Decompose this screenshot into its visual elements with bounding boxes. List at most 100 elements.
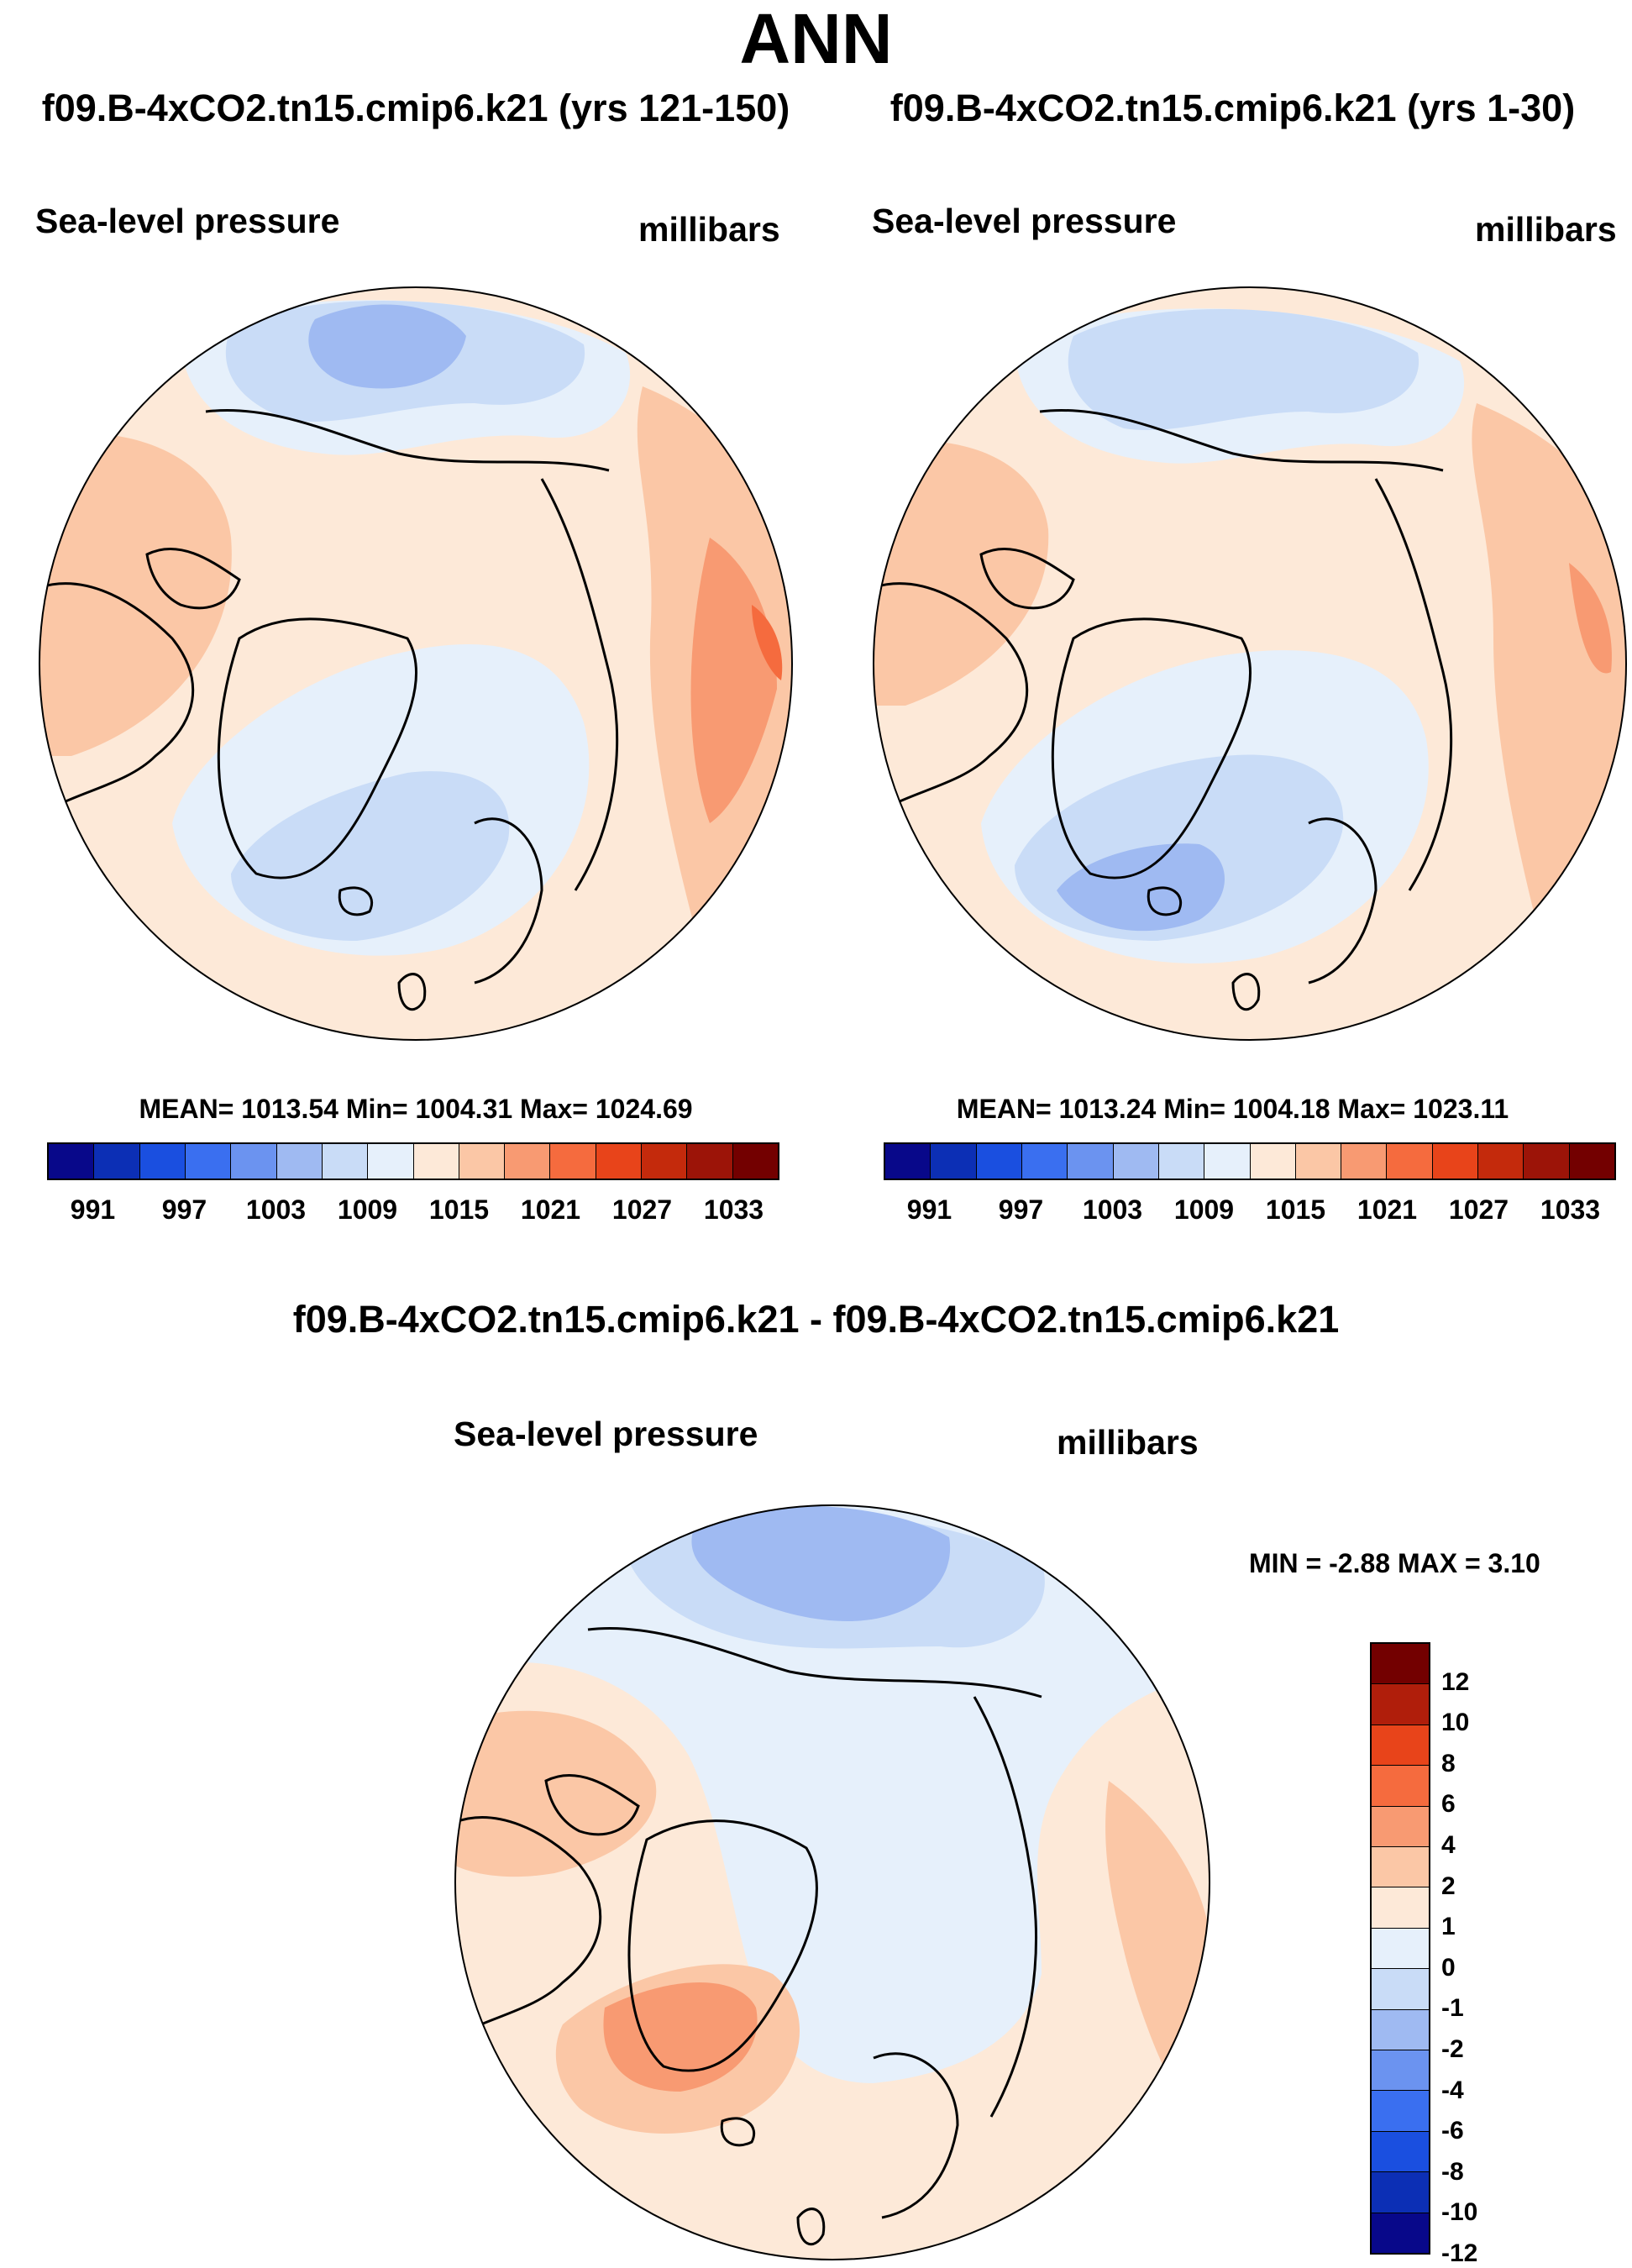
colorbar-swatch <box>459 1144 506 1179</box>
colorbar-tick-label: 1021 <box>520 1194 581 1225</box>
panel-2-polar-map <box>873 286 1627 1041</box>
colorbar-swatch <box>1372 2091 1429 2132</box>
colorbar-tick-label: 8 <box>1441 1749 1456 1777</box>
pressure-region-high-west <box>39 433 232 756</box>
coastline-greenland <box>1051 617 1252 879</box>
colorbar-swatch <box>1372 1766 1429 1807</box>
colorbar-swatch <box>1341 1144 1388 1179</box>
pressure-region-high-east-peak <box>752 605 783 680</box>
colorbar-tick-label: -4 <box>1441 2076 1464 2104</box>
pressure-region-low-atlantic-core <box>1057 843 1225 932</box>
colorbar-swatch <box>1372 1847 1429 1888</box>
colorbar-tick-label: 12 <box>1441 1667 1470 1696</box>
panel-2-stats: MEAN= 1013.24 Min= 1004.18 Max= 1023.11 <box>956 1094 1509 1124</box>
panel-1-variable-label: Sea-level pressure <box>35 202 340 240</box>
panel-1-units-label: millibars <box>638 210 780 249</box>
colorbar-swatch <box>642 1144 688 1179</box>
coastline-british-isles <box>1231 973 1261 1011</box>
colorbar-tick-label: 1027 <box>611 1194 673 1225</box>
coastline-north-america <box>455 1816 602 2034</box>
colorbar-swatch <box>596 1144 643 1179</box>
coastline-scandinavia <box>873 2052 959 2219</box>
colorbar-swatch <box>1372 2131 1429 2173</box>
diff-panel-colorbar <box>1370 1642 1430 2255</box>
coastline-siberia <box>973 1696 1037 2118</box>
colorbar-swatch <box>49 1144 95 1179</box>
colorbar-tick-label: 1003 <box>1082 1194 1143 1225</box>
diff-panel-polar-map <box>454 1504 1210 2260</box>
colorbar-swatch <box>1372 1969 1429 2010</box>
colorbar-tick-label: 2 <box>1441 1872 1456 1900</box>
colorbar-swatch <box>1387 1144 1433 1179</box>
colorbar-swatch <box>1372 2050 1429 2092</box>
colorbar-swatch <box>1372 1887 1429 1929</box>
pressure-region-high-east-core <box>1569 563 1612 674</box>
colorbar-swatch <box>1478 1144 1524 1179</box>
diff-panel-units-label: millibars <box>1057 1423 1199 1462</box>
diff-region-negative-north-core <box>691 1505 951 1621</box>
colorbar-swatch <box>1372 1928 1429 1970</box>
colorbar-tick-label: 4 <box>1441 1831 1456 1859</box>
colorbar-swatch <box>1250 1144 1296 1179</box>
colorbar-swatch <box>94 1144 140 1179</box>
colorbar-swatch <box>732 1144 778 1179</box>
coastline-asia-north <box>587 1626 1042 1698</box>
colorbar-swatch <box>505 1144 551 1179</box>
colorbar-tick-label: 991 <box>906 1194 952 1225</box>
panel-2-title: f09.B-4xCO2.tn15.cmip6.k21 (yrs 1-30) <box>889 87 1576 129</box>
coastline-north-america <box>39 582 195 808</box>
colorbar-swatch <box>1372 1684 1429 1725</box>
coastline-iceland <box>720 2117 755 2147</box>
colorbar-swatch <box>550 1144 596 1179</box>
colorbar-tick-label: 1 <box>1441 1913 1456 1941</box>
colorbar-swatch <box>1068 1144 1114 1179</box>
colorbar-tick-label: 1021 <box>1357 1194 1418 1225</box>
coastline-british-isles <box>397 973 427 1011</box>
panel-2-colorbar <box>884 1142 1616 1180</box>
coastline-greenland <box>627 1819 818 2072</box>
colorbar-swatch <box>976 1144 1022 1179</box>
diff-region-negative-north <box>455 1505 1210 2083</box>
colorbar-swatch <box>1204 1144 1251 1179</box>
colorbar-swatch <box>1372 2172 1429 2213</box>
pressure-region-low-atlantic-mid <box>231 771 510 941</box>
colorbar-swatch <box>1021 1144 1068 1179</box>
colorbar-swatch <box>687 1144 733 1179</box>
coastline-asia-north <box>1039 408 1444 472</box>
colorbar-swatch <box>885 1144 931 1179</box>
pressure-region-high-west <box>874 440 1049 706</box>
coastline-siberia <box>540 478 619 891</box>
colorbar-tick-label: 1027 <box>1448 1194 1509 1225</box>
colorbar-swatch <box>1372 1644 1429 1685</box>
colorbar-swatch <box>931 1144 977 1179</box>
colorbar-tick-label: 991 <box>70 1194 116 1225</box>
coastline-canadian-archipelago <box>979 547 1075 610</box>
colorbar-swatch <box>368 1144 414 1179</box>
colorbar-swatch <box>1113 1144 1159 1179</box>
panel-1-polar-map <box>39 286 793 1041</box>
diff-panel-title: f09.B-4xCO2.tn15.cmip6.k21 - f09.B-4xCO2… <box>292 1298 1340 1341</box>
colorbar-tick-label: -2 <box>1441 2035 1464 2063</box>
colorbar-swatch <box>1372 1725 1429 1767</box>
coastline-siberia <box>1374 478 1453 891</box>
coastline-iceland <box>1147 886 1182 916</box>
coastline-british-isles <box>796 2208 826 2245</box>
panel-1-title: f09.B-4xCO2.tn15.cmip6.k21 (yrs 121-150) <box>41 87 790 129</box>
colorbar-swatch <box>1372 1806 1429 1848</box>
colorbar-swatch <box>1569 1144 1614 1179</box>
colorbar-tick-label: 1009 <box>1173 1194 1235 1225</box>
colorbar-swatch <box>1432 1144 1479 1179</box>
colorbar-swatch <box>322 1144 369 1179</box>
pressure-region-low-north-core <box>308 304 466 389</box>
colorbar-tick-label: 1003 <box>245 1194 307 1225</box>
colorbar-tick-label: 1009 <box>337 1194 398 1225</box>
page-title: ANN <box>739 0 893 78</box>
diff-panel-stats: MIN = -2.88 MAX = 3.10 <box>1249 1548 1540 1578</box>
coastline-iceland <box>338 886 373 916</box>
colorbar-tick-label: 997 <box>161 1194 207 1225</box>
colorbar-tick-label: -12 <box>1441 2239 1478 2267</box>
panel-2-variable-label: Sea-level pressure <box>872 202 1177 240</box>
colorbar-tick-label: -1 <box>1441 1994 1464 2023</box>
panel-1-colorbar <box>47 1142 779 1180</box>
coastline-scandinavia <box>474 817 543 984</box>
